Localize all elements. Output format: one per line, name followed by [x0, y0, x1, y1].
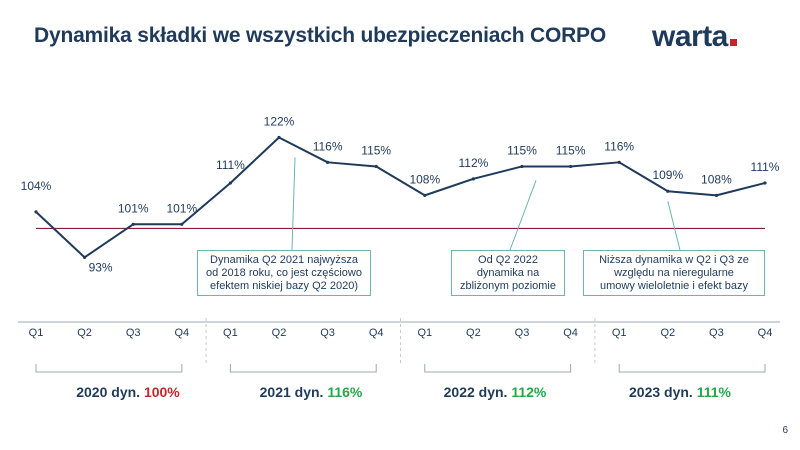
data-label: 122% — [264, 115, 295, 129]
page-number: 6 — [782, 425, 788, 436]
data-point — [131, 222, 135, 226]
data-point — [180, 222, 184, 226]
series-line — [35, 136, 766, 259]
x-tick-label: Q2 — [660, 327, 675, 339]
year-bracket — [618, 364, 766, 373]
data-label: 116% — [604, 139, 634, 153]
x-tick-label: Q4 — [369, 327, 384, 339]
data-label: 115% — [361, 143, 391, 157]
data-point — [374, 164, 378, 169]
year-label-2020: 2020 dyn. 100% — [76, 384, 180, 400]
logo-text: warta — [652, 20, 728, 53]
data-point — [617, 160, 621, 164]
data-label: 115% — [507, 143, 537, 157]
year-label-text: 2020 dyn. — [76, 384, 141, 400]
year-label-2022: 2022 dyn. 112% — [444, 384, 547, 400]
data-label: 111% — [751, 160, 780, 174]
callout-line: Od Q2 2022 — [478, 254, 538, 266]
page-title: Dynamika składki we wszystkich ubezpiecz… — [34, 24, 606, 47]
callout-2021: Dynamika Q2 2021 najwyższa od 2018 roku,… — [197, 250, 371, 296]
data-point — [34, 210, 38, 214]
x-tick-label: Q3 — [709, 327, 724, 339]
callout-line: umowy wieloletnie i efekt bazy — [600, 280, 748, 292]
callout-line: Dynamika Q2 2021 najwyższa — [210, 254, 358, 266]
year-label-2021: 2021 dyn. 116% — [260, 384, 363, 400]
callout-leader-line — [667, 201, 681, 251]
x-tick-label: Q3 — [126, 327, 141, 339]
data-label: 111% — [216, 158, 245, 172]
year-value: 111% — [696, 384, 731, 400]
data-label: 93% — [89, 260, 113, 274]
data-label: 101% — [166, 201, 197, 215]
data-label: 108% — [701, 172, 732, 186]
data-point — [666, 189, 670, 193]
data-point — [569, 164, 573, 169]
data-point — [520, 164, 524, 169]
data-point — [228, 181, 232, 185]
year-label-2023: 2023 dyn. 111% — [629, 384, 731, 400]
callout-2023: Niższa dynamika w Q2 i Q3 ze względu na … — [583, 250, 765, 296]
year-bracket — [35, 364, 183, 373]
data-label: 116% — [313, 139, 343, 153]
data-point — [714, 193, 719, 197]
year-bracket — [229, 364, 377, 373]
callout-line: względu na nieregularne — [614, 267, 734, 279]
data-label: 112% — [458, 156, 488, 170]
callout-line: efektem niskiej bazy Q2 2020) — [210, 280, 358, 292]
x-tick-label: Q1 — [223, 327, 238, 339]
data-point — [83, 255, 87, 259]
x-tick-label: Q2 — [272, 327, 287, 339]
callout-line: od 2018 roku, co jest częściowo — [206, 267, 362, 279]
year-value: 116% — [327, 384, 363, 400]
callout-line: dynamika na — [476, 267, 540, 279]
year-label-text: 2022 dyn. — [443, 384, 508, 400]
x-tick-label: Q2 — [77, 327, 92, 339]
data-point — [423, 193, 427, 197]
callout-line: zbliżonym poziomie — [460, 280, 556, 292]
x-tick-label: Q3 — [320, 327, 335, 339]
warta-logo: warta — [652, 20, 737, 54]
year-bracket — [424, 364, 572, 373]
data-point — [277, 135, 281, 140]
logo-dot-icon — [729, 39, 737, 46]
year-value: 100% — [143, 384, 180, 400]
data-point — [763, 181, 767, 185]
callout-2022: Od Q2 2022 dynamika na zbliżonym poziomi… — [451, 250, 565, 296]
data-point — [326, 160, 330, 164]
x-tick-label: Q4 — [563, 327, 578, 339]
data-label: 104% — [21, 179, 52, 193]
x-tick-label: Q4 — [758, 327, 773, 339]
x-tick-label: Q3 — [515, 327, 530, 339]
x-tick-label: Q1 — [612, 327, 627, 339]
year-value: 112% — [511, 384, 547, 400]
data-label: 101% — [118, 201, 149, 215]
x-tick-label: Q4 — [174, 327, 189, 339]
year-label-text: 2023 dyn. — [629, 384, 693, 400]
x-tick-label: Q1 — [417, 327, 432, 339]
x-tick-label: Q1 — [29, 327, 44, 339]
data-point — [471, 177, 475, 181]
callout-line: Niższa dynamika w Q2 i Q3 ze — [599, 254, 749, 266]
callout-leader-line — [291, 157, 296, 251]
year-label-text: 2021 dyn. — [259, 384, 324, 400]
callout-leader-line — [509, 180, 537, 251]
data-label: 109% — [652, 168, 683, 182]
x-tick-label: Q2 — [466, 327, 481, 339]
data-label: 108% — [409, 172, 440, 186]
data-label: 115% — [556, 143, 586, 157]
